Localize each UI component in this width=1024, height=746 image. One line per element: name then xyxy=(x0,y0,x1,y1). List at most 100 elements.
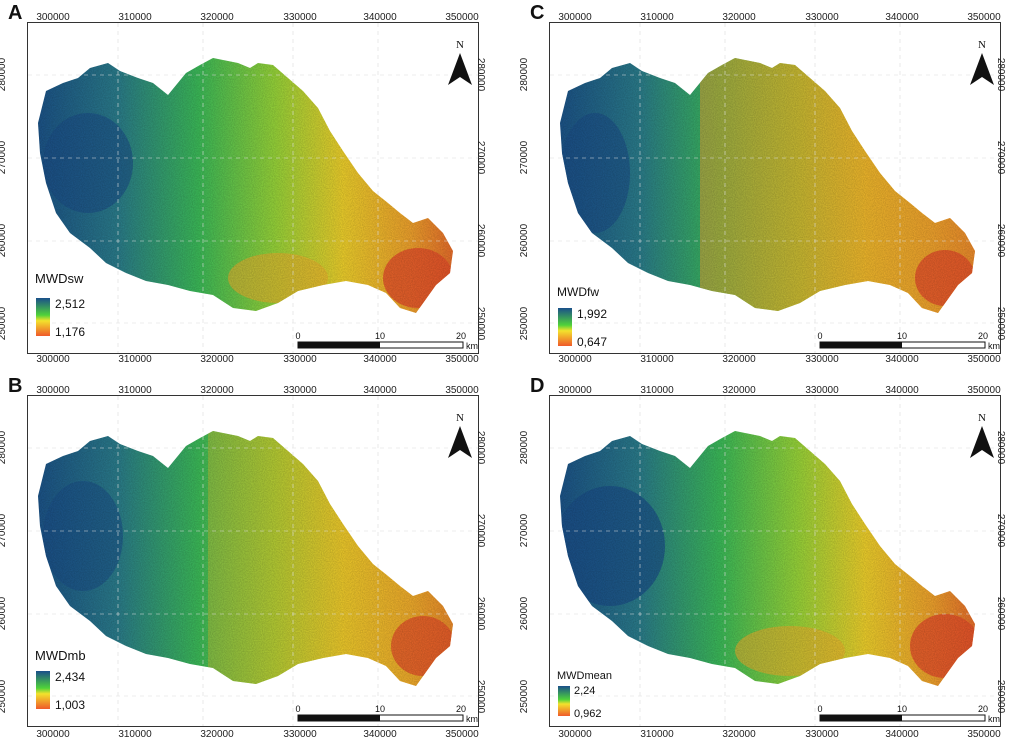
x-tick: 330000 xyxy=(805,354,839,365)
map-panel-d: D N xyxy=(519,373,1024,746)
x-tick: 320000 xyxy=(722,729,756,740)
x-tick: 350000 xyxy=(445,354,479,365)
x-tick: 320000 xyxy=(200,354,234,365)
x-tick: 340000 xyxy=(885,354,919,365)
x-tick: 330000 xyxy=(283,354,317,365)
y-tick: 280000 xyxy=(995,430,1007,465)
y-tick: 280000 xyxy=(475,430,487,465)
x-tick: 320000 xyxy=(200,729,234,740)
x-tick: 340000 xyxy=(885,729,919,740)
y-tick: 270000 xyxy=(519,513,531,548)
x-tick: 330000 xyxy=(805,12,839,23)
panel-letter: A xyxy=(8,2,23,24)
north-label: N xyxy=(456,39,464,51)
catchment-map xyxy=(550,396,1000,726)
x-tick: 320000 xyxy=(200,385,234,396)
panel-letter: C xyxy=(530,2,545,24)
scale-unit: km xyxy=(466,341,478,351)
scale-tick: 0 xyxy=(295,331,301,341)
scale-tick: 0 xyxy=(817,704,823,714)
north-arrow-icon xyxy=(448,426,472,458)
y-tick: 250000 xyxy=(995,679,1007,714)
legend-colorbar xyxy=(558,308,572,346)
x-tick: 350000 xyxy=(967,354,1001,365)
x-tick: 320000 xyxy=(722,385,756,396)
x-tick: 340000 xyxy=(885,12,919,23)
scale-bar xyxy=(819,714,986,722)
x-tick: 320000 xyxy=(200,12,234,23)
y-tick: 250000 xyxy=(0,679,9,714)
y-tick: 280000 xyxy=(475,57,487,92)
x-tick: 350000 xyxy=(445,729,479,740)
x-tick: 350000 xyxy=(967,12,1001,23)
y-tick: 270000 xyxy=(995,513,1007,548)
scale-unit: km xyxy=(466,714,478,724)
scale-tick: 20 xyxy=(977,704,989,714)
y-tick: 260000 xyxy=(475,223,487,258)
y-tick: 270000 xyxy=(475,140,487,175)
map-panel-b: B N xyxy=(0,373,512,746)
x-tick: 350000 xyxy=(967,385,1001,396)
legend-max: 2,24 xyxy=(574,685,596,697)
x-tick: 340000 xyxy=(885,385,919,396)
y-tick: 250000 xyxy=(519,679,531,714)
legend-min: 0,962 xyxy=(574,708,602,720)
y-tick: 280000 xyxy=(995,57,1007,92)
scale-bar xyxy=(819,341,986,349)
x-tick: 300000 xyxy=(36,729,70,740)
x-tick: 300000 xyxy=(36,385,70,396)
scale-tick: 0 xyxy=(295,704,301,714)
x-tick: 300000 xyxy=(558,385,592,396)
x-tick: 330000 xyxy=(805,729,839,740)
y-tick: 260000 xyxy=(475,596,487,631)
legend-colorbar xyxy=(36,298,50,336)
y-tick: 270000 xyxy=(0,140,9,175)
x-tick: 310000 xyxy=(640,354,674,365)
x-tick: 310000 xyxy=(640,729,674,740)
scale-tick: 10 xyxy=(896,704,908,714)
y-tick: 250000 xyxy=(475,306,487,341)
north-arrow-icon xyxy=(970,426,994,458)
legend-title: MWDfw xyxy=(557,285,599,299)
north-arrow-icon xyxy=(448,53,472,85)
north-label: N xyxy=(456,412,464,424)
x-tick: 350000 xyxy=(445,385,479,396)
y-tick: 250000 xyxy=(0,306,9,341)
legend-title: MWDmb xyxy=(35,648,86,663)
y-tick: 280000 xyxy=(519,57,531,92)
scale-bar xyxy=(297,341,464,349)
y-tick: 270000 xyxy=(995,140,1007,175)
y-tick: 260000 xyxy=(995,223,1007,258)
y-tick: 250000 xyxy=(475,679,487,714)
scale-tick: 0 xyxy=(817,331,823,341)
legend-title: MWDsw xyxy=(35,271,84,286)
x-tick: 320000 xyxy=(722,354,756,365)
panel-letter: D xyxy=(530,375,545,397)
x-tick: 340000 xyxy=(363,385,397,396)
scale-unit: km xyxy=(988,341,1000,351)
y-tick: 260000 xyxy=(995,596,1007,631)
scale-tick: 10 xyxy=(374,331,386,341)
x-tick: 350000 xyxy=(967,729,1001,740)
legend-min: 1,176 xyxy=(55,325,86,339)
x-tick: 350000 xyxy=(445,12,479,23)
scale-tick: 20 xyxy=(455,331,467,341)
y-tick: 270000 xyxy=(475,513,487,548)
y-tick: 250000 xyxy=(519,306,531,341)
y-tick: 280000 xyxy=(519,430,531,465)
catchment-map xyxy=(28,396,478,726)
x-tick: 330000 xyxy=(283,385,317,396)
x-tick: 330000 xyxy=(283,12,317,23)
legend-colorbar xyxy=(558,686,570,716)
scale-tick: 10 xyxy=(374,704,386,714)
x-tick: 310000 xyxy=(640,12,674,23)
y-tick: 260000 xyxy=(0,223,9,258)
scale-tick: 10 xyxy=(896,331,908,341)
x-tick: 310000 xyxy=(118,12,152,23)
y-tick: 260000 xyxy=(519,596,531,631)
y-tick: 250000 xyxy=(995,306,1007,341)
map-frame: N MWDsw 2,512 1,176 0 10 20 km xyxy=(27,22,479,354)
map-panel-a: A xyxy=(0,0,512,373)
legend-colorbar xyxy=(36,671,50,709)
y-tick: 280000 xyxy=(0,430,9,465)
